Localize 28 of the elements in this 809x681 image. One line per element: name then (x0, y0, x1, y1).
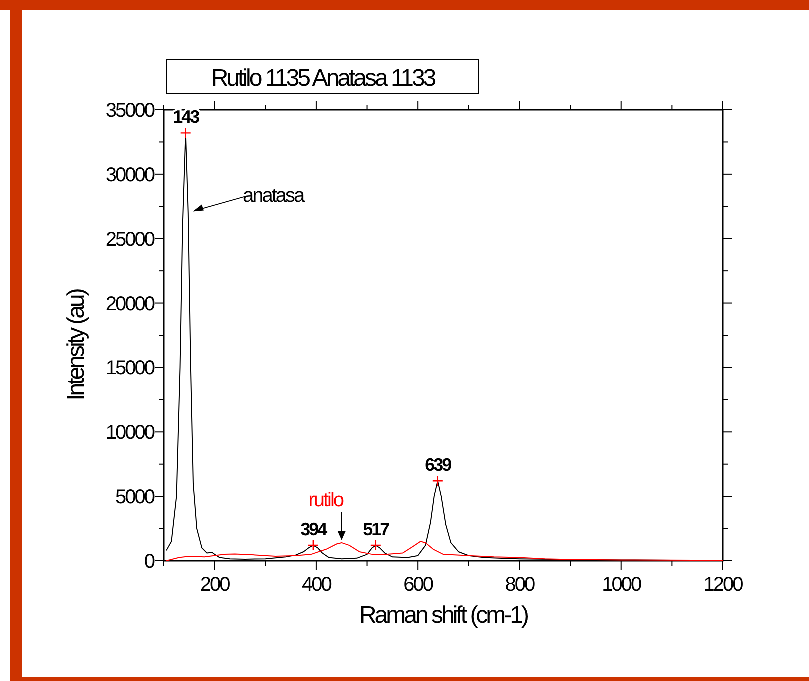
x-tick-label: 800 (505, 574, 536, 596)
y-tick-label: 20000 (106, 293, 156, 316)
line-series (166, 541, 723, 561)
x-tick-label: 400 (302, 574, 332, 596)
point (180, 128, 192, 139)
point (432, 476, 444, 487)
x-tick-label: 200 (200, 574, 231, 596)
annotation: anatasa (242, 184, 306, 207)
y-tick-label: 25000 (106, 228, 156, 251)
annotation: 394 (300, 520, 328, 540)
y-tick-label: 10000 (106, 422, 156, 444)
y-tick-label: 0 (144, 551, 156, 573)
x-tick-label: 1000 (602, 574, 642, 596)
annotation: 143 (173, 107, 200, 128)
annotation: 639 (425, 455, 452, 476)
y-axis-title: Intensity (au) (63, 289, 90, 401)
point (308, 540, 320, 552)
annotation: 517 (363, 520, 390, 540)
x-tick-label: 1200 (704, 574, 744, 596)
y-tick-label: 15000 (106, 358, 156, 380)
annotation: rutilo (308, 489, 344, 512)
y-tick-label: 30000 (106, 164, 156, 186)
chart-title: Rutilo 1135 Anatasa 1133 (211, 65, 436, 92)
x-tick-label: 600 (404, 574, 434, 596)
y-tick-label: 5000 (116, 486, 156, 509)
point (370, 540, 382, 552)
y-tick-label: 35000 (106, 100, 156, 122)
x-axis-title: Raman shift (cm-1) (359, 602, 529, 629)
